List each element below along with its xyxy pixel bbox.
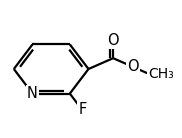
Text: CH₃: CH₃: [149, 67, 174, 81]
Text: O: O: [107, 33, 119, 48]
Text: O: O: [127, 59, 139, 75]
Text: F: F: [78, 103, 86, 117]
Text: N: N: [27, 86, 38, 101]
